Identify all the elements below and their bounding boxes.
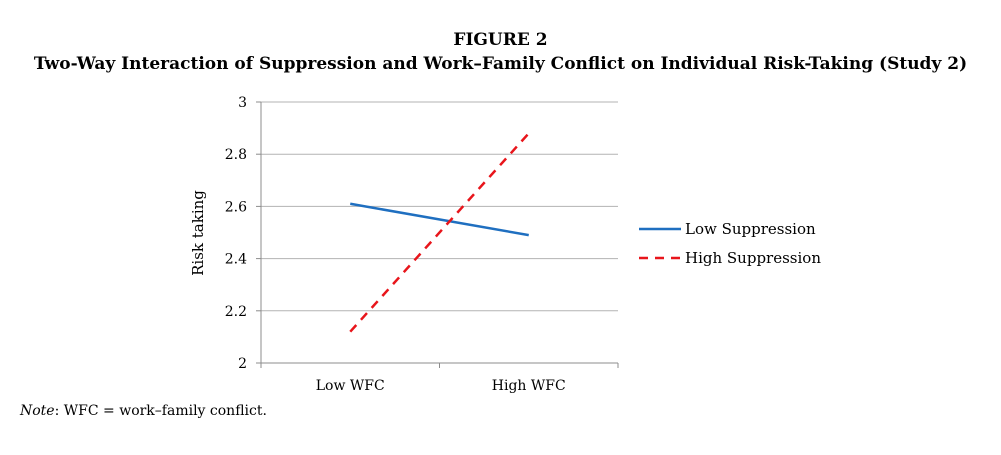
y-tick-label: 3 [238, 95, 247, 111]
gridlines [261, 101, 618, 312]
axes [256, 101, 619, 368]
y-axis-label: Risk taking [189, 190, 207, 276]
y-tick-label: 2.4 [225, 252, 247, 268]
y-tick-label: 2 [238, 356, 247, 372]
x-tick-labels: Low WFC High WFC [316, 378, 566, 394]
legend-label: Low Suppression [685, 220, 816, 238]
y-tick-label: 2.8 [225, 147, 247, 163]
y-tick-labels: 2 2.2 2.4 2.6 2.8 3 [225, 95, 247, 372]
note-text: : WFC = work–family conflict. [54, 403, 267, 419]
note-prefix: Note [20, 403, 55, 419]
figure-label: FIGURE 2 [453, 30, 548, 50]
x-tick-label: High WFC [492, 378, 566, 394]
figure-note: Note: WFC = work–family conflict. [20, 403, 267, 419]
legend-label: High Suppression [685, 249, 821, 267]
y-tick-label: 2.6 [225, 199, 247, 215]
x-tick-label: Low WFC [316, 378, 385, 394]
figure-title: Two-Way Interaction of Suppression and W… [33, 54, 968, 74]
legend: Low Suppression High Suppression [639, 220, 821, 267]
series-line-low-suppression [350, 202, 529, 237]
series-line-high-suppression [349, 132, 530, 333]
series-lines [349, 132, 530, 333]
y-tick-label: 2.2 [225, 304, 247, 320]
